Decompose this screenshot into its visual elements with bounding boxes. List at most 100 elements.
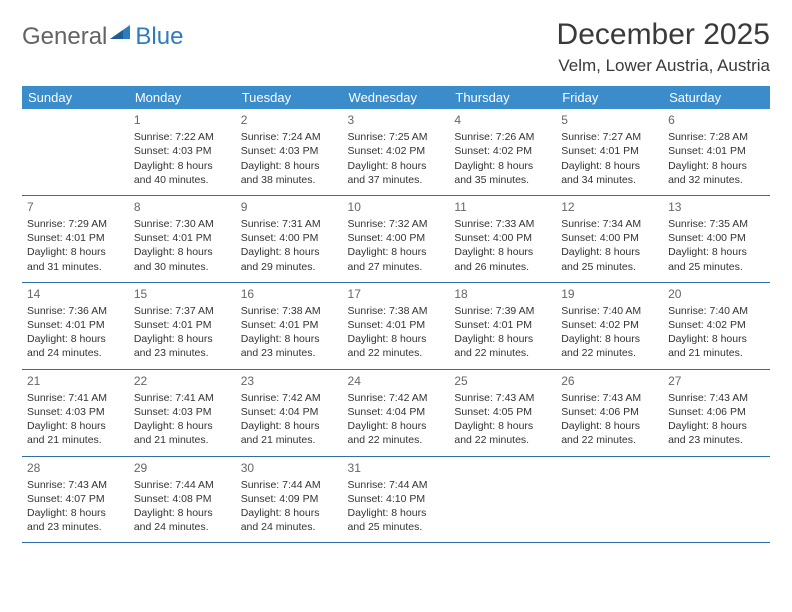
sunrise-text: Sunrise: 7:35 AM xyxy=(668,217,765,231)
daylight-text: Daylight: 8 hours and 23 minutes. xyxy=(241,332,338,360)
sunset-text: Sunset: 4:03 PM xyxy=(241,144,338,158)
sunrise-text: Sunrise: 7:27 AM xyxy=(561,130,658,144)
daylight-text: Daylight: 8 hours and 27 minutes. xyxy=(348,245,445,273)
sunset-text: Sunset: 4:03 PM xyxy=(27,405,124,419)
sunset-text: Sunset: 4:07 PM xyxy=(27,492,124,506)
sunrise-text: Sunrise: 7:41 AM xyxy=(134,391,231,405)
calendar-day-cell: 13Sunrise: 7:35 AMSunset: 4:00 PMDayligh… xyxy=(663,195,770,282)
weekday-header: Tuesday xyxy=(236,86,343,109)
sunset-text: Sunset: 4:01 PM xyxy=(134,318,231,332)
sunset-text: Sunset: 4:09 PM xyxy=(241,492,338,506)
day-number: 14 xyxy=(27,286,124,302)
calendar-day-cell: 5Sunrise: 7:27 AMSunset: 4:01 PMDaylight… xyxy=(556,109,663,195)
brand-logo: General Blue xyxy=(22,22,183,51)
calendar-day-cell: 30Sunrise: 7:44 AMSunset: 4:09 PMDayligh… xyxy=(236,456,343,543)
sunset-text: Sunset: 4:04 PM xyxy=(241,405,338,419)
daylight-text: Daylight: 8 hours and 23 minutes. xyxy=(668,419,765,447)
daylight-text: Daylight: 8 hours and 22 minutes. xyxy=(561,419,658,447)
calendar-week-row: 7Sunrise: 7:29 AMSunset: 4:01 PMDaylight… xyxy=(22,195,770,282)
calendar-day-cell: 23 Sunrise: 7:42 AMSunset: 4:04 PMDayligh… xyxy=(236,369,343,456)
daylight-text: Daylight: 8 hours and 22 minutes. xyxy=(348,332,445,360)
day-number: 11 xyxy=(454,199,551,215)
calendar-table: Sunday Monday Tuesday Wednesday Thursday… xyxy=(22,86,770,543)
day-number: 24 xyxy=(348,373,445,389)
day-number: 2 xyxy=(241,112,338,128)
day-number: 1 xyxy=(134,112,231,128)
location-label: Velm, Lower Austria, Austria xyxy=(557,56,770,76)
sunset-text: Sunset: 4:01 PM xyxy=(27,318,124,332)
sunrise-text: Sunrise: 7:43 AM xyxy=(561,391,658,405)
sunset-text: Sunset: 4:08 PM xyxy=(134,492,231,506)
sunrise-text: Sunrise: 7:39 AM xyxy=(454,304,551,318)
calendar-day-cell: 9 Sunrise: 7:31 AMSunset: 4:00 PMDaylight… xyxy=(236,195,343,282)
calendar-day-cell: 17Sunrise: 7:38 AMSunset: 4:01 PMDayligh… xyxy=(343,282,450,369)
sunrise-text: Sunrise: 7:34 AM xyxy=(561,217,658,231)
day-number: 23 xyxy=(241,373,338,389)
calendar-day-cell xyxy=(449,456,556,543)
sunrise-text: Sunrise: 7:44 AM xyxy=(241,478,338,492)
day-number: 19 xyxy=(561,286,658,302)
sunrise-text: Sunrise: 7:36 AM xyxy=(27,304,124,318)
weekday-header: Friday xyxy=(556,86,663,109)
day-number: 17 xyxy=(348,286,445,302)
daylight-text: Daylight: 8 hours and 21 minutes. xyxy=(27,419,124,447)
calendar-day-cell: 12Sunrise: 7:34 AMSunset: 4:00 PMDayligh… xyxy=(556,195,663,282)
sunset-text: Sunset: 4:01 PM xyxy=(668,144,765,158)
weekday-header: Wednesday xyxy=(343,86,450,109)
daylight-text: Daylight: 8 hours and 22 minutes. xyxy=(454,332,551,360)
sunrise-text: Sunrise: 7:31 AM xyxy=(241,217,338,231)
weekday-header: Thursday xyxy=(449,86,556,109)
sunrise-text: Sunrise: 7:24 AM xyxy=(241,130,338,144)
calendar-day-cell: 16Sunrise: 7:38 AMSunset: 4:01 PMDayligh… xyxy=(236,282,343,369)
sunrise-text: Sunrise: 7:38 AM xyxy=(241,304,338,318)
day-number: 4 xyxy=(454,112,551,128)
daylight-text: Daylight: 8 hours and 35 minutes. xyxy=(454,159,551,187)
day-number: 10 xyxy=(348,199,445,215)
sunrise-text: Sunrise: 7:28 AM xyxy=(668,130,765,144)
sunrise-text: Sunrise: 7:44 AM xyxy=(348,478,445,492)
calendar-day-cell: 31Sunrise: 7:44 AMSunset: 4:10 PMDayligh… xyxy=(343,456,450,543)
daylight-text: Daylight: 8 hours and 24 minutes. xyxy=(241,506,338,534)
daylight-text: Daylight: 8 hours and 21 minutes. xyxy=(241,419,338,447)
sunrise-text: Sunrise: 7:42 AM xyxy=(241,391,338,405)
calendar-day-cell: 18Sunrise: 7:39 AMSunset: 4:01 PMDayligh… xyxy=(449,282,556,369)
day-number: 21 xyxy=(27,373,124,389)
sunset-text: Sunset: 4:00 PM xyxy=(241,231,338,245)
daylight-text: Daylight: 8 hours and 23 minutes. xyxy=(27,506,124,534)
calendar-day-cell: 27Sunrise: 7:43 AMSunset: 4:06 PMDayligh… xyxy=(663,369,770,456)
title-block: December 2025 Velm, Lower Austria, Austr… xyxy=(557,18,770,76)
sunset-text: Sunset: 4:10 PM xyxy=(348,492,445,506)
day-number: 22 xyxy=(134,373,231,389)
day-number: 16 xyxy=(241,286,338,302)
calendar-day-cell: 28Sunrise: 7:43 AMSunset: 4:07 PMDayligh… xyxy=(22,456,129,543)
daylight-text: Daylight: 8 hours and 31 minutes. xyxy=(27,245,124,273)
calendar-day-cell: 25Sunrise: 7:43 AMSunset: 4:05 PMDayligh… xyxy=(449,369,556,456)
calendar-day-cell: 14 Sunrise: 7:36 AMSunset: 4:01 PMDayligh… xyxy=(22,282,129,369)
day-number: 28 xyxy=(27,460,124,476)
daylight-text: Daylight: 8 hours and 29 minutes. xyxy=(241,245,338,273)
sunrise-text: Sunrise: 7:25 AM xyxy=(348,130,445,144)
day-number: 9 xyxy=(241,199,338,215)
daylight-text: Daylight: 8 hours and 25 minutes. xyxy=(561,245,658,273)
daylight-text: Daylight: 8 hours and 24 minutes. xyxy=(27,332,124,360)
sunrise-text: Sunrise: 7:26 AM xyxy=(454,130,551,144)
sunrise-text: Sunrise: 7:33 AM xyxy=(454,217,551,231)
calendar-day-cell: 15Sunrise: 7:37 AMSunset: 4:01 PMDayligh… xyxy=(129,282,236,369)
daylight-text: Daylight: 8 hours and 38 minutes. xyxy=(241,159,338,187)
brand-part1: General xyxy=(22,23,107,51)
sunset-text: Sunset: 4:04 PM xyxy=(348,405,445,419)
calendar-day-cell: 11Sunrise: 7:33 AMSunset: 4:00 PMDayligh… xyxy=(449,195,556,282)
calendar-day-cell: 7Sunrise: 7:29 AMSunset: 4:01 PMDaylight… xyxy=(22,195,129,282)
daylight-text: Daylight: 8 hours and 37 minutes. xyxy=(348,159,445,187)
sunrise-text: Sunrise: 7:42 AM xyxy=(348,391,445,405)
sunset-text: Sunset: 4:05 PM xyxy=(454,405,551,419)
sunset-text: Sunset: 4:01 PM xyxy=(348,318,445,332)
calendar-day-cell: 4Sunrise: 7:26 AMSunset: 4:02 PMDaylight… xyxy=(449,109,556,195)
calendar-week-row: 1Sunrise: 7:22 AMSunset: 4:03 PMDaylight… xyxy=(22,109,770,195)
calendar-day-cell: 21 Sunrise: 7:41 AMSunset: 4:03 PMDayligh… xyxy=(22,369,129,456)
calendar-day-cell: 6Sunrise: 7:28 AMSunset: 4:01 PMDaylight… xyxy=(663,109,770,195)
sunset-text: Sunset: 4:06 PM xyxy=(668,405,765,419)
day-number: 26 xyxy=(561,373,658,389)
sunrise-text: Sunrise: 7:43 AM xyxy=(668,391,765,405)
sunrise-text: Sunrise: 7:41 AM xyxy=(27,391,124,405)
